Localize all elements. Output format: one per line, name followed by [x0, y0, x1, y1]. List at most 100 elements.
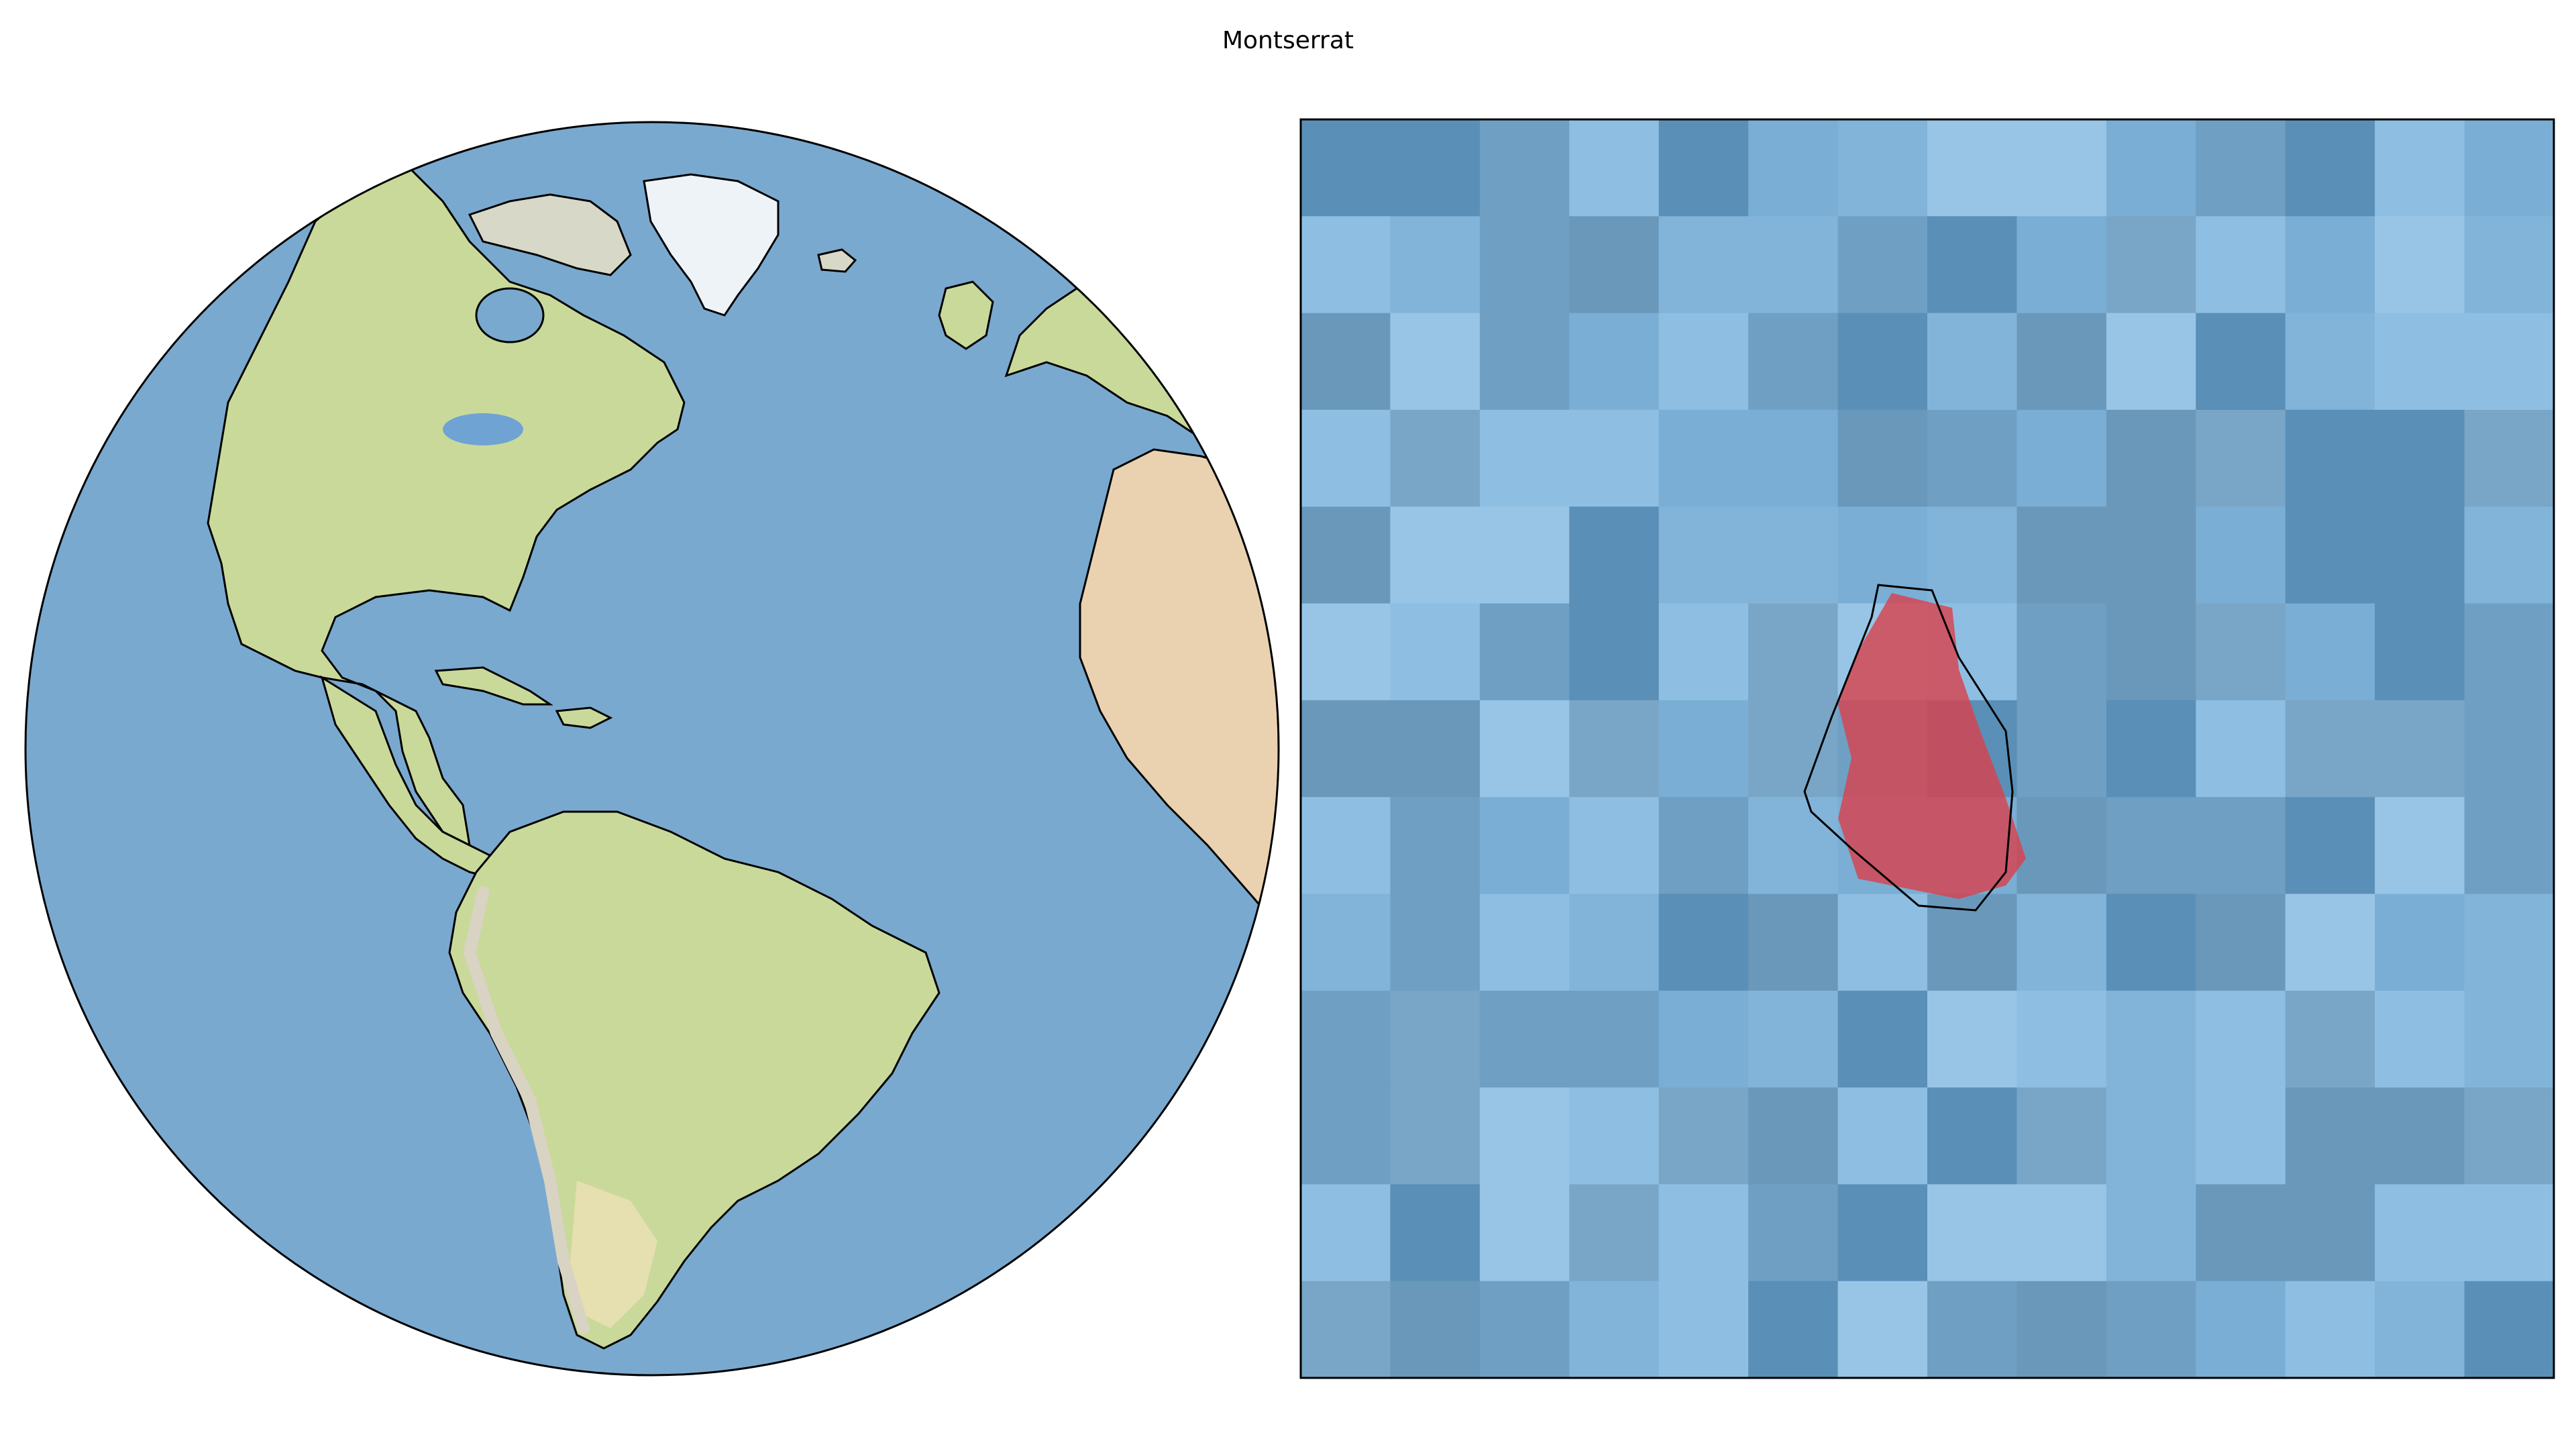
ocean-tile [1390, 506, 1481, 604]
ocean-tile [2017, 1281, 2107, 1378]
ocean-tile [1748, 700, 1839, 798]
ocean-tile [2285, 313, 2376, 411]
ocean-tile [2285, 894, 2376, 991]
ocean-tile [2017, 506, 2107, 604]
ocean-tile [1658, 797, 1750, 895]
ocean-tile [2196, 1184, 2286, 1282]
ocean-tile [1658, 1087, 1750, 1185]
scandinavia-landmass [1058, 186, 1210, 283]
ocean-tile [1837, 409, 1928, 508]
ocean-tile [2375, 1184, 2465, 1282]
ocean-tile [1837, 1087, 1928, 1185]
ocean-tile-grid [1301, 119, 2554, 1378]
ocean-tile [2285, 119, 2376, 217]
ocean-tile [2285, 603, 2376, 701]
great-lakes [443, 413, 523, 445]
ocean-tile [1301, 313, 1391, 411]
ocean-tile [1658, 216, 1750, 314]
ocean-tile [2196, 409, 2286, 508]
ocean-tile [2464, 1087, 2554, 1185]
ocean-tile [1569, 313, 1660, 411]
ocean-tile [2106, 990, 2197, 1089]
ocean-tile [2375, 216, 2465, 314]
ocean-tile [2017, 894, 2107, 991]
zoom-panel-frame [1299, 118, 2555, 1379]
ocean-tile [2285, 1281, 2376, 1378]
ocean-tile [1927, 990, 2018, 1089]
ocean-tile [2106, 409, 2197, 508]
ocean-tile [1390, 797, 1481, 895]
ocean-tile [2464, 1281, 2554, 1378]
ocean-tile [2285, 506, 2376, 604]
ocean-tile [1390, 603, 1481, 701]
hudson-bay [475, 287, 545, 343]
ocean-tile [1479, 603, 1570, 701]
ocean-tile [2196, 603, 2286, 701]
ocean-tile [1390, 216, 1481, 314]
ocean-tile [1837, 1184, 1928, 1282]
british-isles [938, 280, 994, 350]
ocean-tile [1837, 894, 1928, 991]
ocean-tile [1837, 313, 1928, 411]
ocean-tile [1390, 700, 1481, 798]
ocean-tile [1479, 119, 1570, 217]
ocean-tile [1479, 1087, 1570, 1185]
ocean-tile [1390, 990, 1481, 1089]
ocean-tile [1927, 1184, 2018, 1282]
ocean-tile [2464, 506, 2554, 604]
ocean-tile [2375, 313, 2465, 411]
ocean-tile [1301, 1281, 1391, 1378]
north-america-landmass [207, 166, 686, 847]
ocean-tile [2017, 603, 2107, 701]
ocean-tile [2375, 506, 2465, 604]
ocean-tile [1658, 990, 1750, 1089]
ocean-tile [2464, 313, 2554, 411]
ocean-tile [2285, 1184, 2376, 1282]
ocean-tile [1479, 409, 1570, 508]
ocean-tile [1479, 1281, 1570, 1378]
zoom-panel [1299, 118, 2555, 1379]
ocean-tile [1927, 119, 2018, 217]
ocean-tile [2017, 1087, 2107, 1185]
ocean-tile [1569, 797, 1660, 895]
ocean-tile [2196, 1087, 2286, 1185]
ocean-tile [1658, 700, 1750, 798]
ocean-tile [1927, 894, 2018, 991]
ocean-tile [1390, 119, 1481, 217]
ocean-tile [2375, 700, 2465, 798]
ocean-tile [1927, 1087, 2018, 1185]
ocean-tile [2196, 990, 2286, 1089]
ocean-tile [1748, 1184, 1839, 1282]
ocean-tile [1569, 1184, 1660, 1282]
ocean-tile [2017, 700, 2107, 798]
patagonia-region [570, 1181, 657, 1328]
ocean-tile [1658, 1184, 1750, 1282]
ocean-tile [1301, 409, 1391, 508]
ocean-tile [1569, 409, 1660, 508]
globe-panel [24, 121, 1280, 1377]
ocean-tile [2285, 409, 2376, 508]
ocean-tile [1390, 894, 1481, 991]
ocean-tile [2106, 1184, 2197, 1282]
ocean-tile [1748, 313, 1839, 411]
andes-mountains [463, 886, 590, 1334]
montserrat-outline [1803, 584, 2014, 912]
ocean-tile [2196, 700, 2286, 798]
ocean-tile [1301, 894, 1391, 991]
ocean-tile [2464, 409, 2554, 508]
ocean-tile [1748, 216, 1839, 314]
arctic-islands [468, 193, 632, 276]
ocean-tile [1927, 216, 2018, 314]
ocean-tile [2106, 313, 2197, 411]
ocean-tile [1301, 506, 1391, 604]
ocean-tile [1658, 506, 1750, 604]
ocean-tile [2017, 990, 2107, 1089]
globe-outline [24, 121, 1280, 1377]
ocean-tile [1301, 797, 1391, 895]
ocean-tile [1479, 506, 1570, 604]
ocean-tile [1390, 313, 1481, 411]
ocean-tile [1569, 216, 1660, 314]
ocean-tile [1748, 409, 1839, 508]
ocean-tile [1748, 1087, 1839, 1185]
